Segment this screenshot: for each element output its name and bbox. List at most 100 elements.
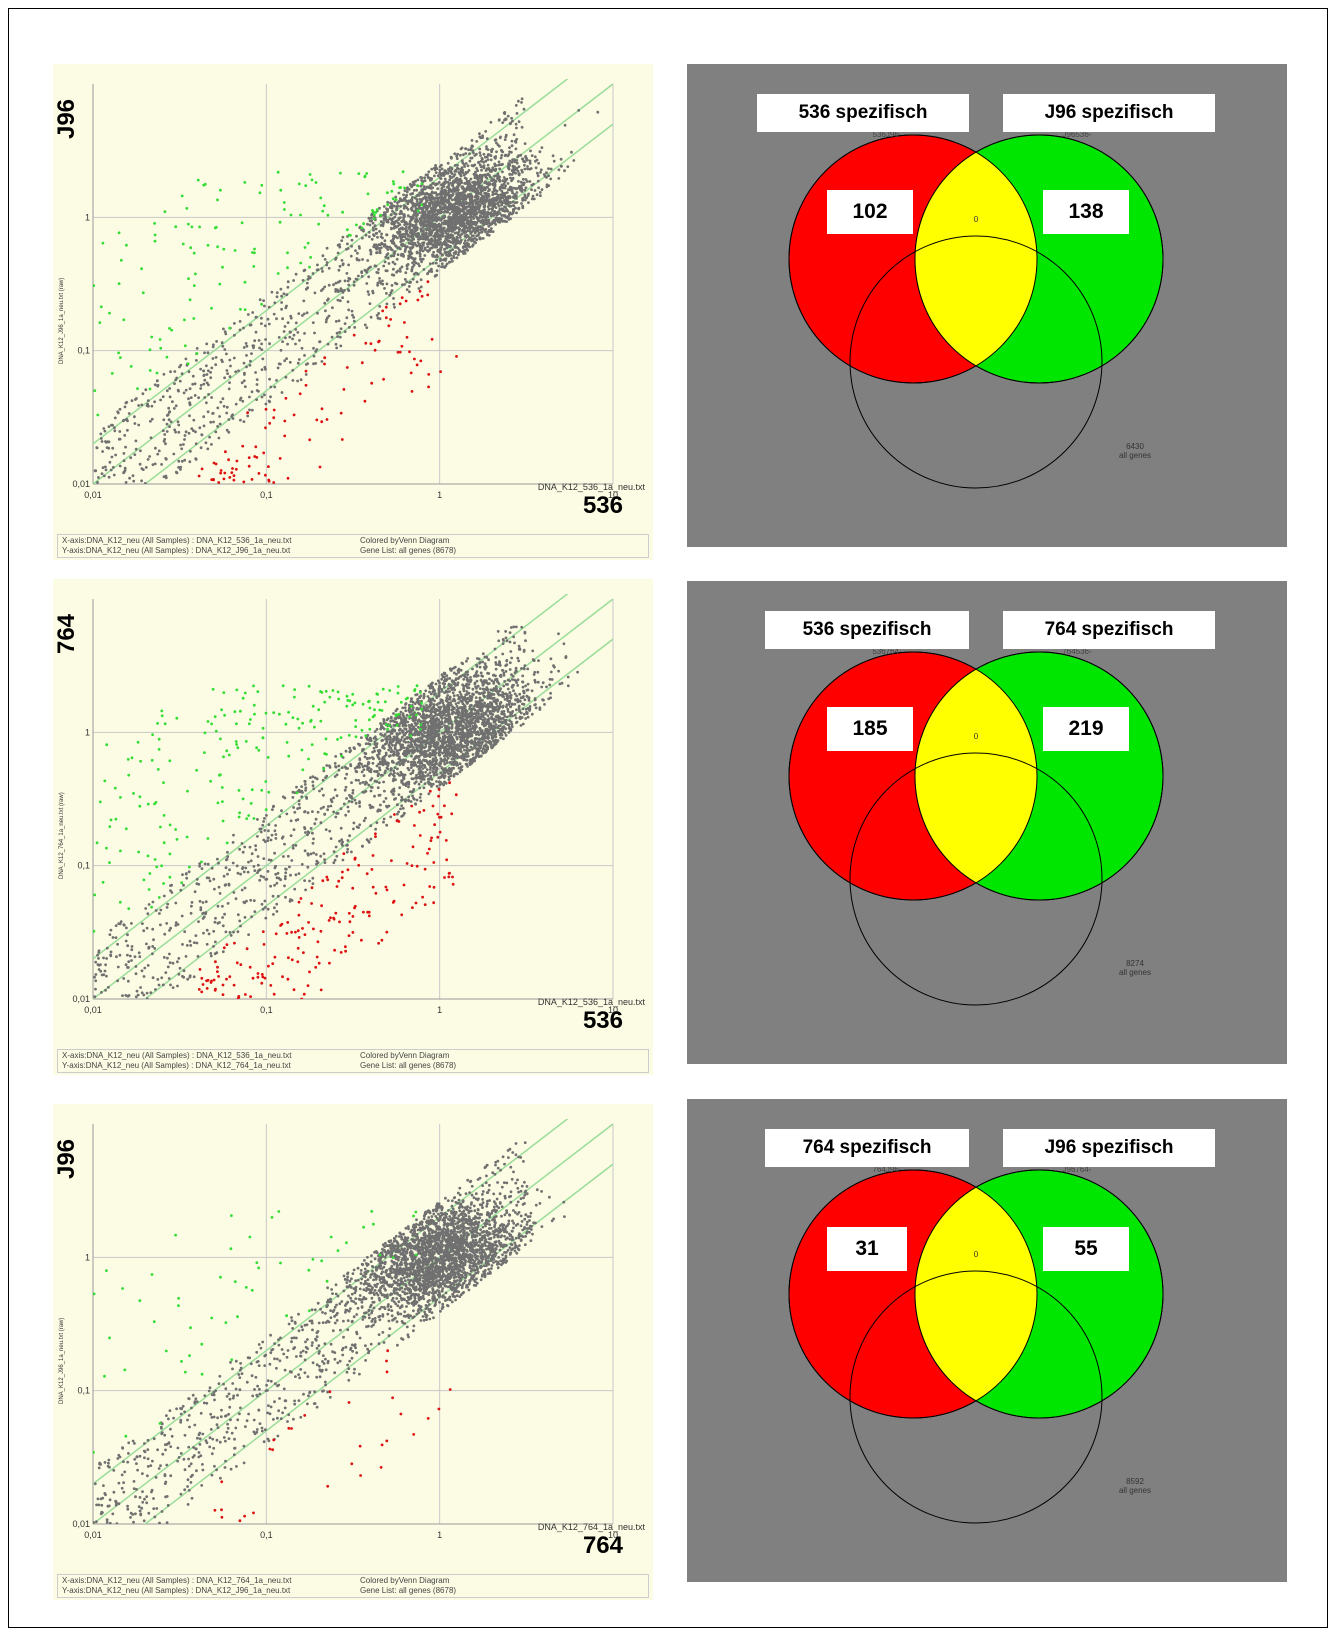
data-point	[433, 174, 436, 178]
data-point	[483, 201, 487, 204]
data-point	[410, 231, 413, 235]
data-point	[195, 359, 198, 362]
data-point	[458, 236, 462, 239]
data-point	[346, 300, 350, 304]
data-point	[133, 415, 136, 419]
data-point	[375, 737, 378, 741]
data-point	[460, 166, 464, 169]
data-point	[464, 147, 468, 151]
data-point	[210, 306, 213, 310]
data-point	[325, 318, 328, 322]
data-point	[539, 194, 542, 198]
data-point	[409, 247, 412, 251]
data-point	[419, 237, 423, 241]
data-point	[323, 812, 327, 816]
data-point	[455, 222, 459, 226]
data-point	[480, 184, 483, 188]
data-point	[478, 183, 481, 187]
data-point	[545, 171, 548, 175]
data-point	[537, 161, 540, 165]
data-point	[416, 241, 420, 244]
data-point	[397, 218, 401, 221]
data-point	[314, 181, 318, 184]
data-point	[506, 687, 510, 691]
x-tick-label: 0,01	[84, 1005, 102, 1015]
data-point	[501, 121, 505, 124]
data-point	[415, 363, 419, 367]
data-point	[514, 716, 518, 720]
data-point	[419, 720, 423, 723]
scatter-plot-1: J96 DNA_K12_J96_1a_neu.txt (raw) 0,01 0,1…	[53, 64, 653, 560]
data-point	[106, 440, 110, 444]
data-point	[511, 191, 514, 195]
data-point	[499, 736, 503, 740]
data-point	[275, 379, 278, 382]
data-point	[363, 268, 367, 272]
data-point	[225, 369, 229, 372]
data-point	[183, 318, 186, 322]
data-point	[437, 238, 440, 242]
data-point	[451, 219, 455, 223]
data-point	[464, 762, 468, 766]
data-point	[454, 214, 457, 218]
data-point	[292, 279, 295, 282]
data-point	[353, 798, 357, 802]
data-point	[451, 183, 454, 187]
data-point	[407, 238, 411, 241]
data-point	[342, 388, 346, 391]
data-point	[360, 361, 364, 365]
data-point	[414, 207, 418, 210]
data-point	[150, 335, 154, 339]
data-point	[234, 370, 238, 374]
data-point	[520, 101, 523, 104]
data-point	[509, 176, 512, 180]
data-point	[517, 186, 520, 190]
data-point	[446, 161, 450, 165]
data-point	[279, 188, 283, 192]
data-point	[440, 720, 444, 723]
data-point	[506, 191, 509, 194]
data-point	[272, 312, 276, 316]
data-point	[506, 114, 510, 118]
data-point	[497, 160, 501, 164]
data-point	[378, 206, 381, 210]
data-point	[347, 308, 351, 312]
data-point	[258, 346, 261, 350]
data-point	[480, 198, 483, 201]
data-point	[396, 350, 400, 354]
data-point	[400, 344, 404, 348]
data-point	[442, 240, 446, 244]
data-point	[172, 452, 176, 456]
data-point	[447, 253, 451, 257]
data-point	[210, 443, 213, 446]
data-point	[486, 163, 490, 167]
data-point	[391, 773, 395, 777]
data-point	[426, 238, 430, 241]
data-point	[413, 257, 417, 261]
data-point	[263, 393, 266, 397]
data-point	[391, 260, 395, 264]
data-point	[238, 320, 242, 323]
data-point	[391, 180, 395, 183]
data-point	[430, 167, 434, 171]
data-point	[282, 330, 286, 333]
data-point	[180, 372, 184, 376]
data-point	[198, 225, 202, 229]
data-point	[117, 282, 121, 285]
data-point	[276, 366, 280, 370]
data-point	[493, 192, 497, 196]
data-point	[153, 222, 156, 225]
data-point	[396, 204, 400, 208]
data-point	[316, 263, 319, 267]
data-point	[263, 324, 267, 328]
data-point	[432, 216, 436, 219]
data-point	[245, 365, 248, 369]
data-point	[475, 238, 479, 242]
data-point	[209, 371, 213, 374]
data-point	[485, 185, 489, 189]
data-point	[239, 307, 242, 311]
data-point	[446, 220, 450, 224]
data-point	[431, 211, 434, 215]
data-point	[368, 302, 372, 305]
data-point	[134, 439, 138, 443]
